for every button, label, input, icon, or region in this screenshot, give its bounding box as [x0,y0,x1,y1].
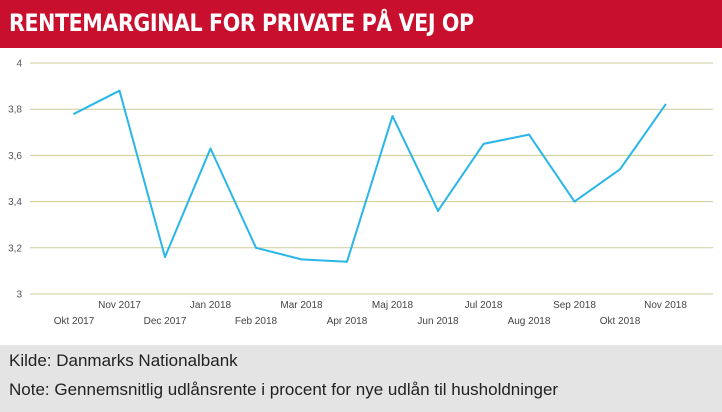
y-tick-label: 3,8 [8,105,22,116]
x-tick-label: Aug 2018 [508,316,551,327]
data-point [482,142,485,145]
data-point [391,115,394,118]
data-point [255,246,257,249]
y-tick-label: 3,4 [8,197,22,208]
chart-title: RENTEMARGINAL FOR PRIVATE PÅ VEJ OP [9,9,474,37]
footnote: Note: Gennemsnitlig udlånsrente i procen… [9,380,559,399]
data-point [437,209,439,212]
x-tick-label: Jun 2018 [417,316,459,327]
y-tick-label: 3 [16,290,22,301]
title-bar: RENTEMARGINAL FOR PRIVATE PÅ VEJ OP [0,0,722,48]
x-tick-label: Dec 2017 [144,316,187,327]
x-tick-label: Jan 2018 [190,300,232,311]
x-tick-label: Okt 2017 [54,316,95,327]
x-tick-label: Feb 2018 [235,316,278,327]
x-tick-label: Sep 2018 [553,300,596,311]
y-tick-label: 4 [16,59,22,70]
x-tick-label: Nov 2018 [644,300,687,311]
x-tick-label: Jul 2018 [465,300,503,311]
footer: Kilde: Danmarks Nationalbank Note: Genne… [0,345,722,412]
y-tick-label: 3,2 [8,243,22,254]
data-point [346,260,348,263]
data-point [573,200,576,203]
data-point [209,147,212,150]
source-note: Kilde: Danmarks Nationalbank [9,351,238,370]
data-point [528,133,530,136]
data-point [300,258,303,261]
x-tick-label: Apr 2018 [327,316,368,327]
x-tick-label: Okt 2018 [600,316,641,327]
data-point [73,112,75,115]
chart-area: 3 3,2 3,4 3,6 3,8 4 Okt 2017 Nov 2017 Dec 2017 Ja… [0,48,722,345]
series-line [73,89,667,263]
data-point [619,168,621,171]
data-point [664,103,667,106]
data-point [118,89,121,92]
data-point [164,256,166,259]
x-tick-label: Nov 2017 [98,300,141,311]
y-tick-label: 3,6 [8,151,22,162]
x-tick-label: Maj 2018 [372,300,414,311]
x-tick-label: Mar 2018 [280,300,323,311]
